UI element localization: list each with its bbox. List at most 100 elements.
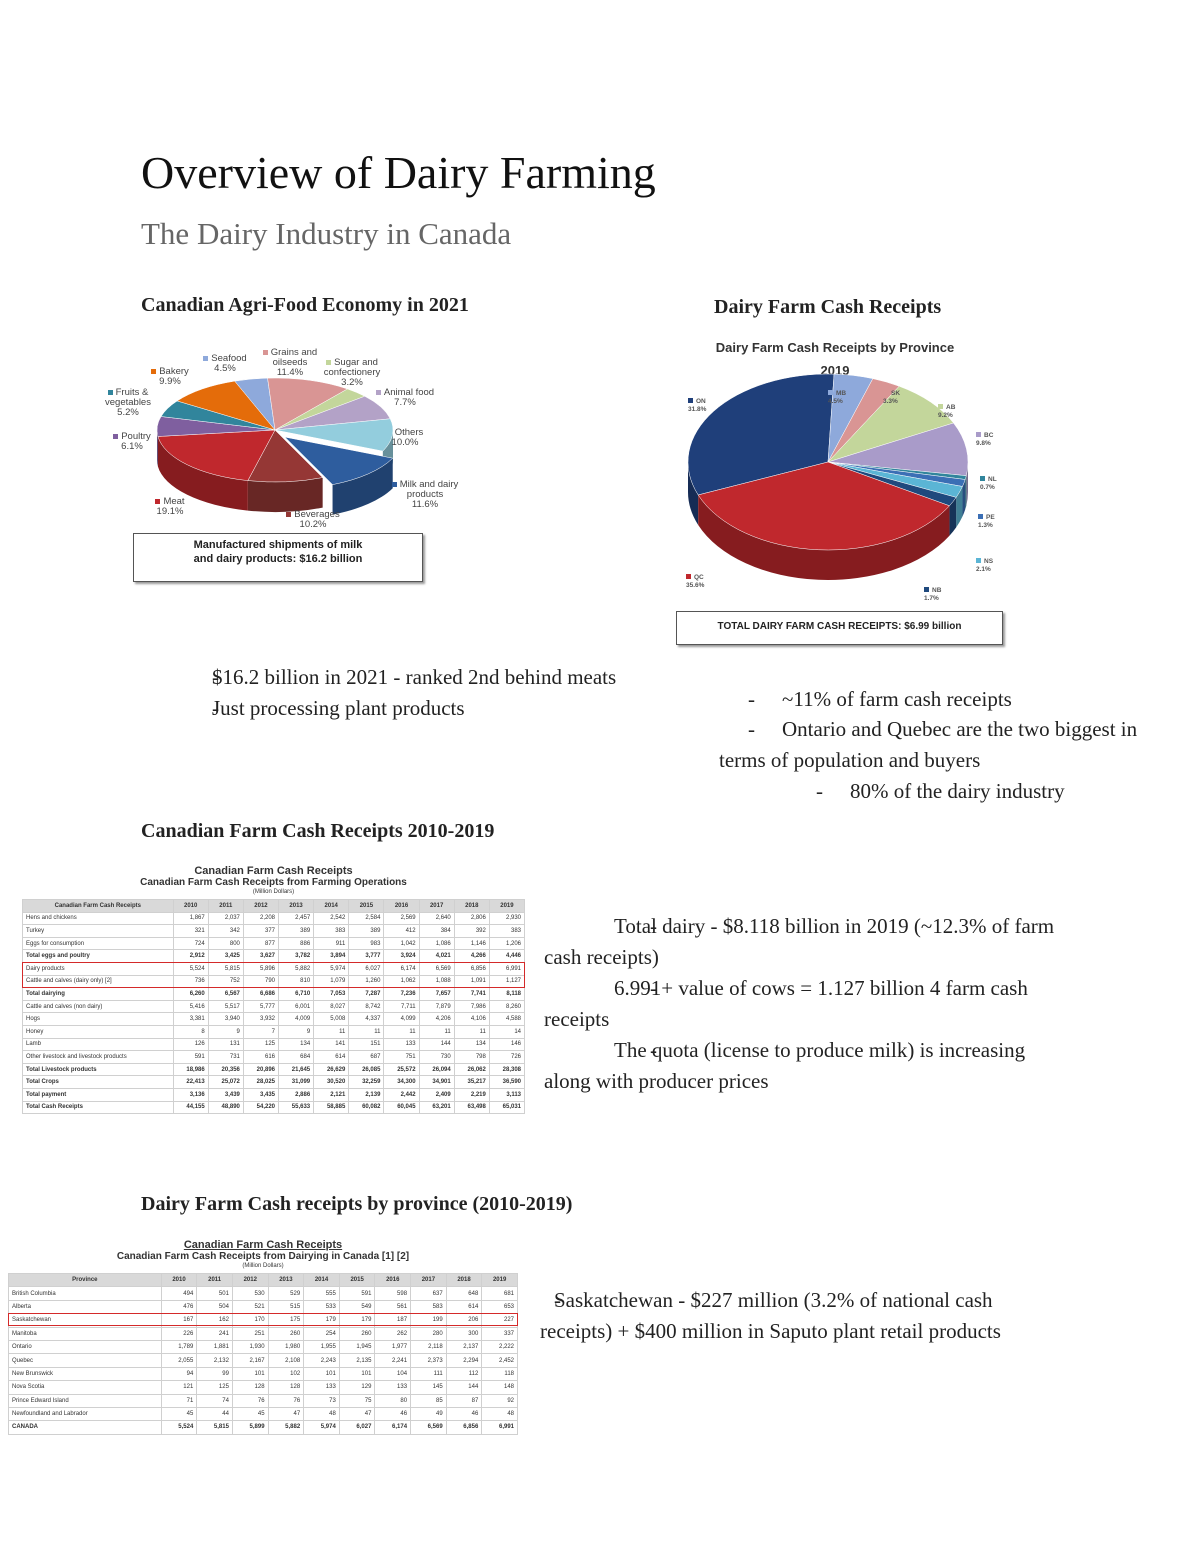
table-cell: New Brunswick — [8, 1366, 162, 1382]
table-cell: 321 — [172, 924, 209, 938]
table-cell: British Columbia — [8, 1286, 162, 1301]
value-label: 4.5% — [828, 398, 843, 405]
table-cell: 3,932 — [242, 1012, 280, 1026]
value-label: 3.2% — [341, 377, 363, 388]
legend-swatch — [924, 587, 929, 592]
table-cell: 5,882 — [267, 1420, 305, 1435]
table-cell: 8,260 — [488, 999, 525, 1014]
table-cell: 76 — [231, 1393, 269, 1408]
column-header: 2018 — [445, 1272, 483, 1288]
table-cell: 9 — [207, 1024, 244, 1039]
table-cell: 412 — [383, 924, 420, 938]
table-row: Hogs 3,381 3,940 3,932 4,009 5,008 4,337 4,099 4… — [22, 1012, 525, 1026]
table-cell: 377 — [242, 924, 280, 938]
table-cell: Other livestock and livestock products — [22, 1050, 174, 1064]
table-cell: 877 — [242, 936, 280, 951]
label-name: NS — [976, 558, 1016, 566]
category-label: Meat — [163, 496, 185, 507]
column-header: 2011 — [207, 899, 244, 913]
table-cell: 128 — [231, 1380, 269, 1395]
pie-slice — [687, 373, 835, 496]
table-cell: 102 — [267, 1366, 305, 1382]
table-row: Total Livestock products 18,986 20,356 20,8… — [22, 1062, 525, 1077]
table-cell: 2,584 — [348, 911, 385, 926]
table-cell: 6,710 — [278, 987, 315, 1001]
table-cell: 54,220 — [242, 1100, 280, 1115]
column-header: 2017 — [418, 899, 455, 913]
column-header: 2019 — [488, 899, 525, 913]
table-cell: 11 — [313, 1024, 350, 1039]
category-label: Seafood — [211, 353, 247, 364]
table-cell: 36,590 — [488, 1075, 525, 1089]
table-cell: 2,139 — [348, 1087, 385, 1102]
pie-label: Others 10.0% — [365, 428, 445, 448]
label-name: Seafood — [185, 354, 265, 364]
table-cell: 48 — [481, 1406, 518, 1422]
table-cell: 3,381 — [172, 1012, 209, 1026]
legend-swatch — [391, 482, 397, 487]
table-cell: 44,155 — [172, 1100, 209, 1115]
table-cell: 5,517 — [207, 999, 244, 1014]
table-cell: 2,542 — [313, 911, 350, 926]
table-cell: 144 — [445, 1380, 483, 1395]
category-label: Bakery — [159, 366, 189, 377]
legend-swatch — [113, 434, 119, 439]
table-cell: 2,167 — [231, 1353, 269, 1368]
pie-label: NL 0.7% — [980, 476, 1020, 492]
table-cell: 337 — [481, 1326, 518, 1341]
table-cell: 300 — [445, 1326, 483, 1341]
label-name: SK — [883, 390, 923, 398]
table-cell: 8,742 — [348, 999, 385, 1014]
table-cell: 637 — [410, 1286, 447, 1301]
data-table: Canadian Farm Cash Receipts 2010 2011 2012 2… — [22, 899, 525, 1115]
table-cell: 1,206 — [488, 936, 525, 951]
table-cell: 45 — [160, 1406, 198, 1422]
table-cell: 6,686 — [242, 987, 280, 1001]
table-cell: 501 — [196, 1286, 233, 1301]
table-cell: 60,045 — [383, 1100, 420, 1115]
pie-label: Fruits & vegetables 5.2% — [88, 388, 168, 418]
table-cell: 4,099 — [383, 1012, 420, 1026]
label-name: BC — [976, 432, 1016, 440]
table-cell: 5,974 — [303, 1420, 340, 1435]
category-label: Animal food — [383, 387, 435, 398]
pie-label: MB 4.5% — [828, 390, 868, 406]
value-label: 6.1% — [121, 441, 143, 452]
column-header: Canadian Farm Cash Receipts — [22, 899, 174, 913]
table-cell: 31,099 — [278, 1075, 315, 1089]
table-cell: 145 — [410, 1380, 447, 1395]
table-cell: 6,991 — [481, 1420, 518, 1435]
value-label: 1.7% — [924, 595, 939, 602]
pie-slice — [827, 385, 954, 463]
table-cell: 1,881 — [196, 1339, 233, 1355]
label-name: Bakery — [130, 367, 210, 377]
table-cell: 11 — [348, 1024, 385, 1039]
value-label: 7.7% — [394, 397, 416, 408]
table-cell: Quebec — [8, 1353, 162, 1368]
table-cell: 28,308 — [488, 1062, 525, 1077]
label-name: Fruits & vegetables — [88, 388, 168, 408]
table-cell: 18,986 — [172, 1062, 209, 1077]
table-cell: 1,930 — [231, 1339, 269, 1355]
legend-swatch — [155, 499, 161, 504]
legend-swatch — [107, 390, 113, 395]
table-cell: 392 — [453, 924, 490, 938]
table-subtitle: Canadian Farm Cash Receipts from Dairyin… — [116, 1251, 410, 1262]
pie-label: Milk and dairy products 11.6% — [385, 480, 465, 510]
table-cell: 126 — [172, 1037, 209, 1052]
table-cell: 4,588 — [488, 1012, 525, 1026]
table-cell: 111 — [410, 1366, 447, 1382]
pie-label: ON 31.8% — [688, 398, 728, 414]
pie-slice — [697, 461, 950, 551]
table-cell: 2,241 — [374, 1353, 412, 1368]
value-label: 19.1% — [156, 506, 184, 517]
table-cell: 141 — [313, 1037, 350, 1052]
table-cell: 687 — [348, 1050, 385, 1064]
table-cell: 76 — [267, 1393, 305, 1408]
table-cell: 45 — [231, 1406, 269, 1422]
table-cell: 167 — [160, 1313, 198, 1328]
callout: TOTAL DAIRY FARM CASH RECEIPTS: $6.99 bi… — [676, 611, 1003, 645]
pie-label: BC 9.8% — [976, 432, 1016, 448]
note: The quota (license to produce milk) is i… — [544, 1035, 1074, 1097]
table-cell: 533 — [303, 1299, 340, 1315]
